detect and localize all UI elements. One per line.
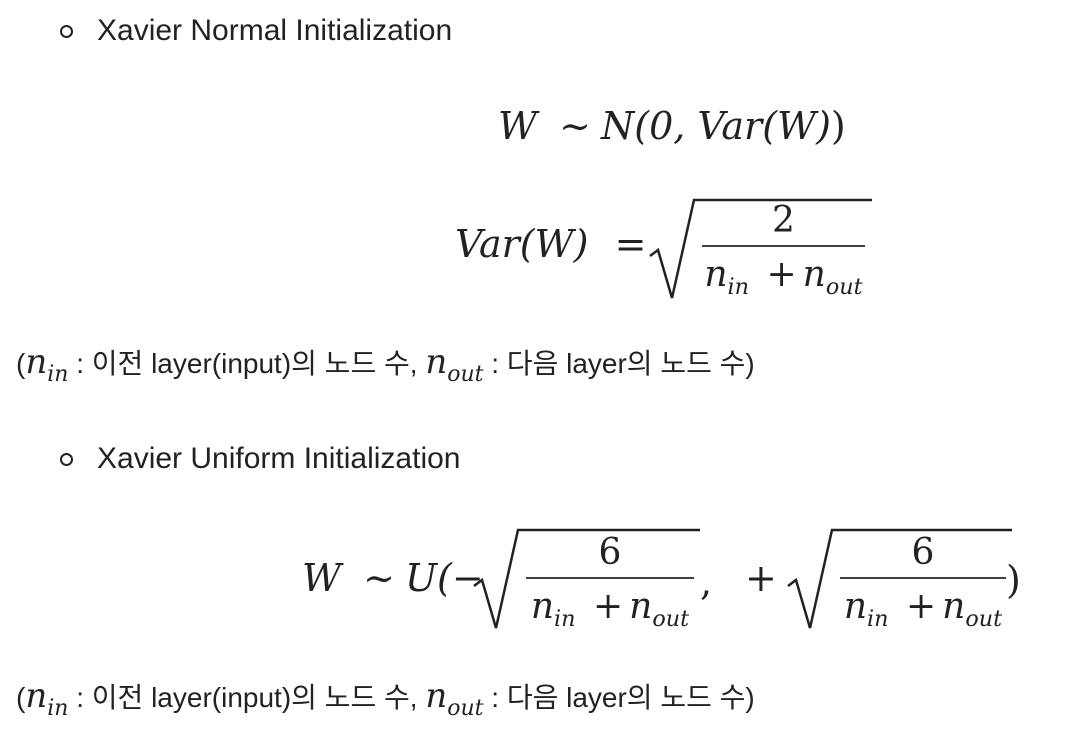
uniform-comma: , (700, 560, 713, 604)
equation-uniform-lhs: W ~ U(− (302, 556, 484, 600)
eq-lhs: W (498, 104, 538, 148)
bullet-icon (60, 452, 73, 466)
var-lhs: Var(W) (455, 222, 589, 266)
sqrt-radical-icon (649, 198, 872, 299)
fraction-numerator: 2 (772, 200, 795, 241)
section-title-uniform: Xavier Uniform Initialization (97, 442, 461, 475)
uniform-close-paren: ) (1006, 558, 1021, 602)
eq-dist: N(0, (601, 104, 698, 148)
equation-variance-lhs: Var(W) = (455, 222, 646, 266)
var-eq: = (614, 222, 647, 266)
eq-sim: ~ (559, 104, 591, 148)
sqrt-fraction-normal: 2 nin + nout (649, 198, 875, 303)
bullet-icon (60, 24, 73, 38)
eq-var: Var(W) (697, 104, 831, 148)
note-node-counts-1: (n in : 이전 layer(input)의 노드 수, n out : 다음 … (16, 342, 755, 387)
sqrt-radical-icon (787, 528, 1012, 629)
fraction-denominator: nin + nout (704, 254, 863, 300)
sqrt-fraction-uniform-right: 6 nin + nout (787, 528, 1018, 633)
uniform-plus: + (745, 556, 777, 600)
sqrt-radical-icon (473, 528, 700, 629)
bullet-item-xavier-uniform: Xavier Uniform Initialization (60, 442, 460, 476)
eq-close: ) (830, 104, 846, 148)
bullet-item-xavier-normal: Xavier Normal Initialization (60, 14, 452, 48)
section-title-normal: Xavier Normal Initialization (97, 14, 453, 47)
note-node-counts-2: (n in : 이전 layer(input)의 노드 수, n out : 다음 … (16, 676, 755, 721)
sqrt-fraction-uniform-left: 6 nin + nout (473, 528, 704, 633)
equation-normal-distribution: W ~ N(0, Var(W)) (498, 104, 846, 148)
